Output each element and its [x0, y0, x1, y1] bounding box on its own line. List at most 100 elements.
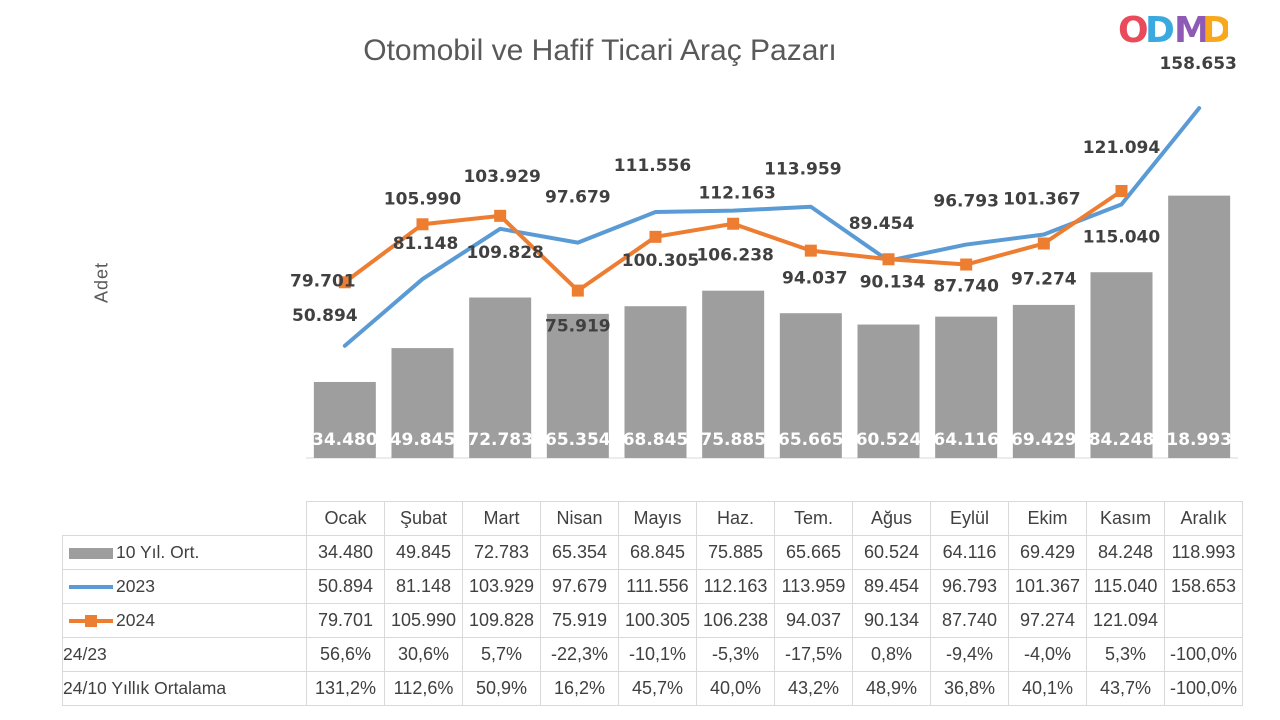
table-corner: [62, 501, 307, 536]
bar-10yil-ort: [935, 316, 998, 458]
table-cell: 90.134: [852, 603, 931, 638]
series-marker-2024: [571, 284, 584, 297]
table-cell: 79.701: [306, 603, 385, 638]
table-cell: 131,2%: [306, 671, 385, 706]
table-cell: 75.885: [696, 535, 775, 570]
table-cell: -17,5%: [774, 637, 853, 672]
bar-10yil-ort: [391, 348, 454, 458]
table-cell: -22,3%: [540, 637, 619, 672]
series-marker-2024: [416, 218, 429, 231]
line-data-label-2023: 115.040: [1083, 227, 1161, 247]
bar-10yil-ort: [469, 297, 532, 458]
table-header-row: Ocak Şubat Mart Nisan Mayıs Haz. Tem. Ağus Eylül…: [62, 501, 1243, 536]
series-marker-2024: [338, 276, 351, 289]
table-cell: 81.148: [384, 569, 463, 604]
table-cell: 68.845: [618, 535, 697, 570]
table-row-label-text: 24/23: [63, 644, 107, 664]
table-cell: 115.040: [1086, 569, 1165, 604]
table-cell: -4,0%: [1008, 637, 1087, 672]
table-row: 10 Yıl. Ort. 34.480 49.845 72.783 65.354 68.8…: [62, 535, 1243, 570]
legend-key-line: [69, 585, 113, 590]
logo-letter: D: [1145, 10, 1175, 48]
line-data-label-2024: 87.740: [933, 277, 999, 297]
bar-data-label: 75.885: [700, 430, 766, 450]
table-cell: -100,0%: [1164, 671, 1243, 706]
table-cell: 65.354: [540, 535, 619, 570]
bar-data-label: 69.429: [1011, 430, 1077, 450]
series-marker-2024: [494, 209, 507, 222]
table-cell: 56,6%: [306, 637, 385, 672]
table-cell: 43,7%: [1086, 671, 1165, 706]
table-row-label: 2024: [62, 603, 307, 638]
line-data-label-2024: 94.037: [782, 269, 848, 289]
series-marker-2024: [649, 230, 662, 243]
bar-10yil-ort: [1090, 272, 1153, 458]
line-data-label-2023: 103.929: [463, 167, 540, 187]
table-row-label: 10 Yıl. Ort.: [62, 535, 307, 570]
table-cell: 97.679: [540, 569, 619, 604]
table-row-label-text: 24/10 Yıllık Ortalama: [63, 678, 227, 698]
odmd-logo: OD MD: [1118, 10, 1228, 48]
bar-data-label: 64.116: [933, 430, 999, 450]
data-table: Ocak Şubat Mart Nisan Mayıs Haz. Tem. Ağus Eylül…: [62, 501, 1243, 706]
line-data-label-2023: 96.793: [933, 192, 999, 212]
table-cell: 113.959: [774, 569, 853, 604]
table-cell: 43,2%: [774, 671, 853, 706]
logo-letter: O: [1118, 10, 1149, 48]
table-cell: 97.274: [1008, 603, 1087, 638]
table-cell: 0,8%: [852, 637, 931, 672]
bar-data-label: 18.993: [1166, 430, 1232, 450]
line-data-label-2023: 112.163: [698, 184, 775, 204]
table-month-header: Ocak: [306, 501, 385, 536]
bar-10yil-ort: [857, 324, 920, 458]
table-cell: -5,3%: [696, 637, 775, 672]
bar-data-label: 65.354: [545, 430, 611, 450]
series-marker-2024: [1037, 237, 1050, 250]
table-month-header: Ağus: [852, 501, 931, 536]
series-marker-2024: [1115, 184, 1128, 197]
table-cell: 75.919: [540, 603, 619, 638]
table-month-header: Nisan: [540, 501, 619, 536]
table-cell: 101.367: [1008, 569, 1087, 604]
line-data-label-2023: 113.959: [764, 160, 841, 180]
bar-data-label: 49.845: [390, 430, 456, 450]
line-data-label-2024: 90.134: [860, 272, 926, 292]
table-cell: 40,1%: [1008, 671, 1087, 706]
table-cell: 16,2%: [540, 671, 619, 706]
table-cell: 48,9%: [852, 671, 931, 706]
table-row: 24/10 Yıllık Ortalama 131,2% 112,6% 50,9% 16…: [62, 671, 1243, 706]
table-cell: 69.429: [1008, 535, 1087, 570]
logo-letter: M: [1174, 10, 1210, 48]
table-cell: -10,1%: [618, 637, 697, 672]
line-data-label-2023: 50.894: [292, 306, 358, 326]
table-row-label: 2023: [62, 569, 307, 604]
bar-data-label: 60.524: [856, 430, 922, 450]
table-cell: 106.238: [696, 603, 775, 638]
table-cell: 112,6%: [384, 671, 463, 706]
table-cell: 158.653: [1164, 569, 1243, 604]
table-cell: 64.116: [930, 535, 1009, 570]
table-cell: 112.163: [696, 569, 775, 604]
table-month-header: Mayıs: [618, 501, 697, 536]
table-cell: 105.990: [384, 603, 463, 638]
bar-data-label: 72.783: [467, 430, 533, 450]
table-cell: 103.929: [462, 569, 541, 604]
table-cell: 5,3%: [1086, 637, 1165, 672]
table-cell: 30,6%: [384, 637, 463, 672]
line-data-label-2024: 97.274: [1011, 270, 1077, 290]
line-data-label-2023: 101.367: [1003, 189, 1080, 209]
table-month-header: Kasım: [1086, 501, 1165, 536]
table-cell: 60.524: [852, 535, 931, 570]
table-row-label: 24/10 Yıllık Ortalama: [62, 671, 307, 706]
legend-key-bar: [69, 548, 113, 560]
series-marker-2024: [882, 253, 895, 266]
table-cell: 72.783: [462, 535, 541, 570]
line-data-label-2024: 109.828: [466, 243, 543, 263]
table-month-header: Aralık: [1164, 501, 1243, 536]
table-cell: -9,4%: [930, 637, 1009, 672]
series-marker-2024: [804, 244, 817, 257]
table-cell: [1164, 603, 1243, 638]
line-data-label-2023: 111.556: [614, 156, 691, 176]
table-cell: 34.480: [306, 535, 385, 570]
bar-10yil-ort: [779, 313, 842, 458]
